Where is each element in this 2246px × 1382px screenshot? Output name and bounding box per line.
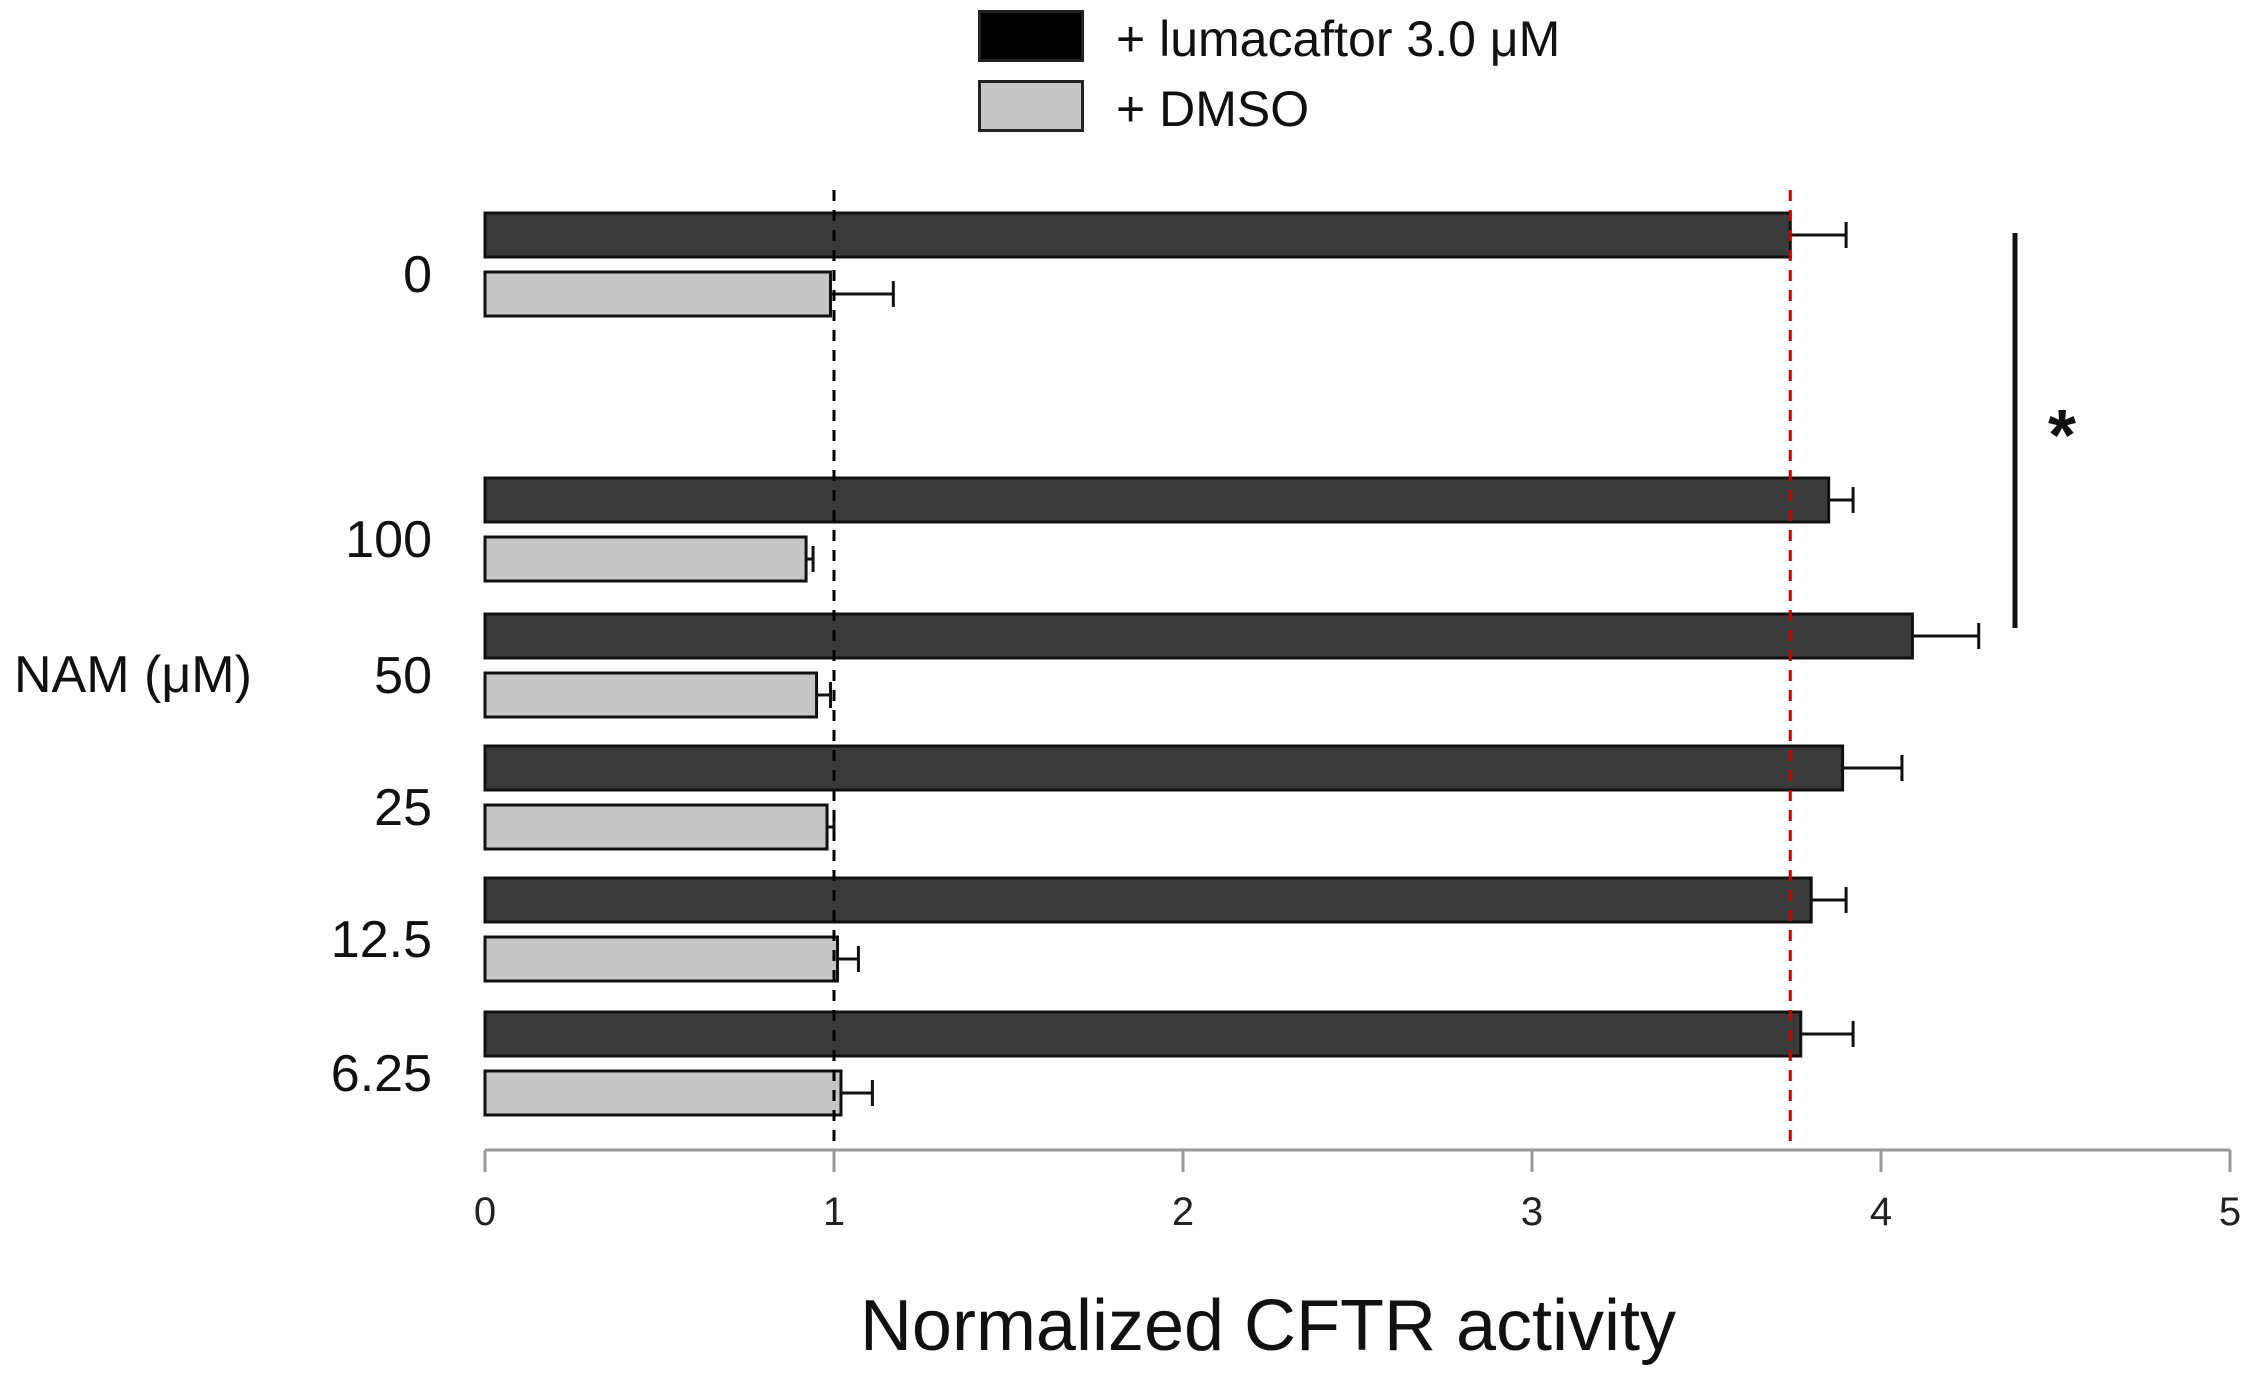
legend-swatch-dmso <box>978 80 1084 132</box>
legend-swatch-lumacaftor <box>978 10 1084 62</box>
category-label: 12.5 <box>330 911 432 969</box>
bar <box>483 744 1845 792</box>
x-tick-label: 3 <box>1521 1190 1543 1234</box>
category-label: 6.25 <box>330 1045 432 1103</box>
bar <box>483 671 819 719</box>
legend-label-dmso: + DMSO <box>1116 81 1310 137</box>
x-axis-label: Normalized CFTR activity <box>859 1286 1677 1366</box>
x-tick-label: 2 <box>1172 1190 1194 1234</box>
bar <box>483 270 833 318</box>
bar <box>483 1010 1803 1058</box>
category-label: 25 <box>374 779 432 837</box>
bar <box>483 876 1813 924</box>
bar <box>483 803 829 851</box>
x-tick-label: 0 <box>474 1190 496 1234</box>
y-axis-label: NAM (μM) <box>14 646 252 704</box>
bar <box>483 935 839 983</box>
x-tick-label: 4 <box>1870 1190 1892 1234</box>
x-tick-label: 5 <box>2219 1190 2241 1234</box>
bar <box>483 612 1914 660</box>
bar <box>483 476 1831 524</box>
category-label: 100 <box>345 511 432 569</box>
category-label: 0 <box>403 246 432 304</box>
legend-label-lumacaftor: + lumacaftor 3.0 μM <box>1116 11 1561 67</box>
bar <box>483 1069 843 1117</box>
x-tick-label: 1 <box>823 1190 845 1234</box>
bar <box>483 211 1792 259</box>
significance-star: * <box>2048 396 2077 476</box>
category-label: 50 <box>374 647 432 705</box>
bar <box>483 535 808 583</box>
